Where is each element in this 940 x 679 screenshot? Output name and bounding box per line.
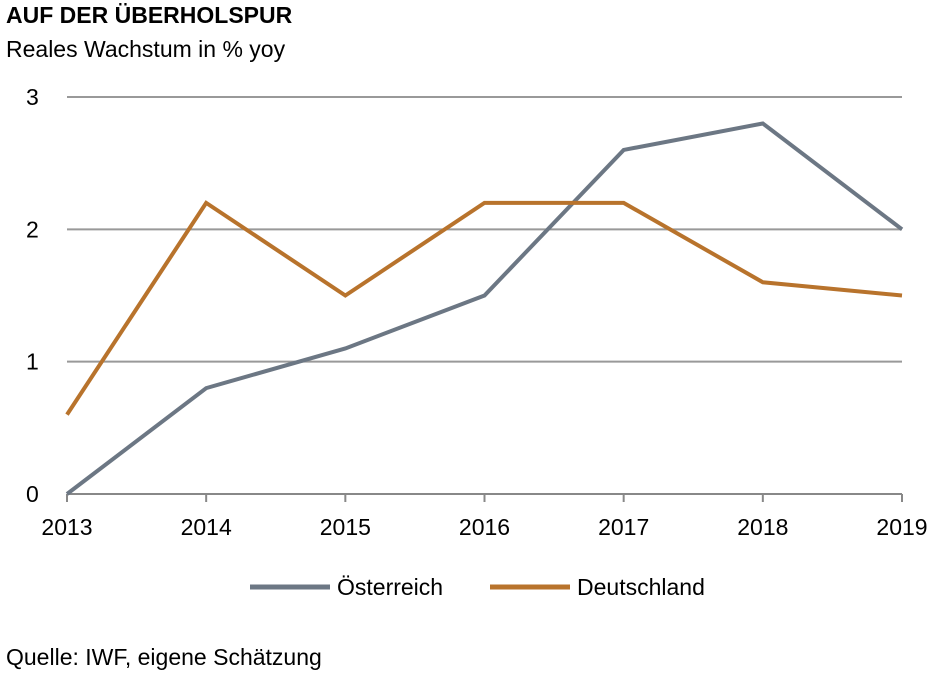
- x-tick-label: 2018: [737, 514, 788, 540]
- y-tick-label: 1: [26, 349, 39, 375]
- legend-label: Deutschland: [577, 574, 705, 600]
- x-tick-label: 2017: [598, 514, 649, 540]
- x-tick-label: 2014: [181, 514, 232, 540]
- y-tick-label: 0: [26, 481, 39, 507]
- x-tick-label: 2016: [459, 514, 510, 540]
- series-line-österreich: [65, 121, 904, 496]
- chart-subtitle: Reales Wachstum in % yoy: [6, 36, 286, 62]
- x-tick-label: 2015: [320, 514, 371, 540]
- y-tick-label: 3: [26, 84, 39, 110]
- source-note: Quelle: IWF, eigene Schätzung: [6, 644, 322, 670]
- series-line-deutschland: [65, 200, 903, 416]
- chart-title: AUF DER ÜBERHOLSPUR: [6, 2, 293, 28]
- y-tick-label: 2: [26, 216, 39, 242]
- legend-label: Österreich: [337, 574, 443, 600]
- x-tick-label: 2019: [876, 514, 927, 540]
- x-tick-label: 2013: [41, 514, 92, 540]
